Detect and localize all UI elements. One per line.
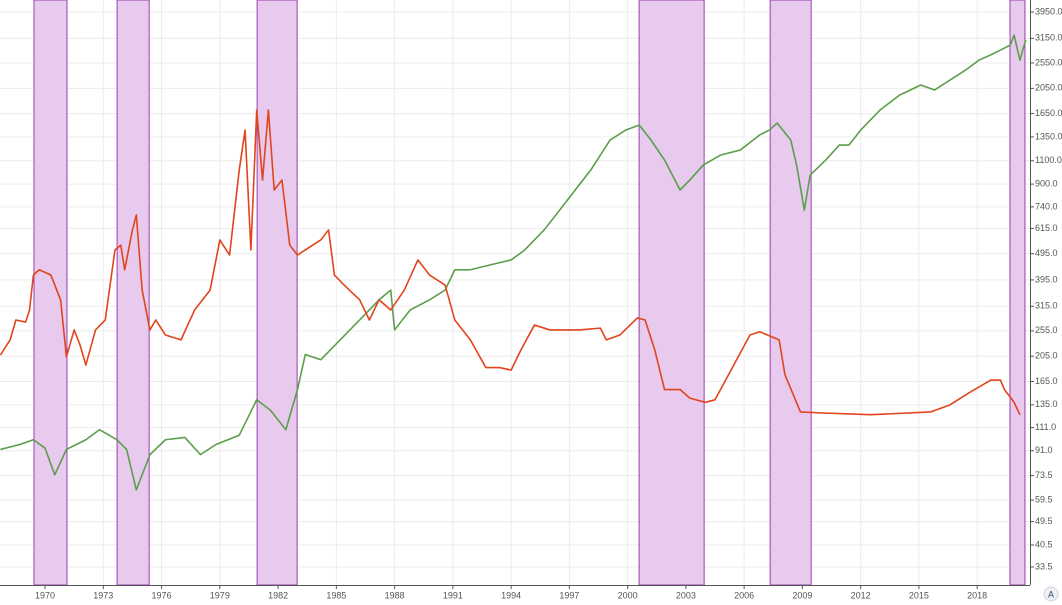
- x-tick-label: 1976: [152, 590, 172, 600]
- y-tick-label: 33.5: [1035, 561, 1053, 571]
- x-tick-label: 2018: [967, 590, 987, 600]
- y-tick-label: 615.0: [1035, 223, 1058, 233]
- x-tick-label: 1994: [501, 590, 521, 600]
- y-tick-label: 59.5: [1035, 495, 1053, 505]
- x-tick-label: 2006: [734, 590, 754, 600]
- recession-shades: [33, 0, 1026, 586]
- recession-band: [1009, 0, 1026, 586]
- y-tick-label: 165.0: [1035, 376, 1058, 386]
- y-tick-label: 3150.0: [1035, 33, 1062, 43]
- y-tick-label: 1650.0: [1035, 108, 1062, 118]
- x-tick-label: 2009: [792, 590, 812, 600]
- series-lines: [0, 34, 1027, 491]
- y-tick-label: 740.0: [1035, 201, 1058, 211]
- y-tick-label: 135.0: [1035, 399, 1058, 409]
- y-tick-label: 111.0: [1035, 422, 1056, 432]
- recession-band: [116, 0, 150, 586]
- y-tick-label: 40.5: [1035, 539, 1053, 549]
- auto-scale-button[interactable]: [1043, 586, 1059, 602]
- y-tick-label: 900.0: [1035, 178, 1058, 188]
- recession-band: [638, 0, 705, 586]
- y-tick-label: 315.0: [1035, 301, 1058, 311]
- y-tick-label: 1350.0: [1035, 131, 1062, 141]
- x-tick-label: 2012: [851, 590, 871, 600]
- y-tick-label: 1100.0: [1035, 155, 1062, 165]
- x-tick-label: 1997: [559, 590, 579, 600]
- y-tick-label: 255.0: [1035, 325, 1058, 335]
- y-tick-label: 91.0: [1035, 445, 1053, 455]
- y-tick-label: 205.0: [1035, 351, 1058, 361]
- y-tick-label: 2050.0: [1035, 83, 1062, 93]
- x-tick-label: 1988: [385, 590, 405, 600]
- x-tick-label: 1973: [93, 590, 113, 600]
- y-tick-label: 2550.0: [1035, 57, 1062, 67]
- x-tick-label: 1985: [326, 590, 346, 600]
- x-tick-label: 2015: [909, 590, 929, 600]
- axis-labels: 3950.0 3150.0 2550.0 2050.0 1650.0 1350.0 1100…: [35, 6, 1062, 600]
- x-tick-label: 1991: [443, 590, 463, 600]
- x-tick-label: 1979: [210, 590, 230, 600]
- recession-band: [769, 0, 812, 586]
- x-tick-label: 2003: [676, 590, 696, 600]
- x-tick-label: 1982: [268, 590, 288, 600]
- series-line: [0, 109, 1021, 416]
- y-tick-label: 3950.0: [1035, 6, 1062, 16]
- series-line: [0, 34, 1027, 491]
- x-tick-label: 2000: [618, 590, 638, 600]
- y-tick-label: 73.5: [1035, 470, 1053, 480]
- recession-band: [256, 0, 298, 586]
- x-tick-label: 1970: [35, 590, 55, 600]
- recession-band: [33, 0, 68, 586]
- y-tick-label: 49.5: [1035, 516, 1053, 526]
- y-tick-label: 495.0: [1035, 248, 1058, 258]
- y-tick-label: 395.0: [1035, 274, 1058, 284]
- auto-scale-label[interactable]: A: [1048, 589, 1054, 599]
